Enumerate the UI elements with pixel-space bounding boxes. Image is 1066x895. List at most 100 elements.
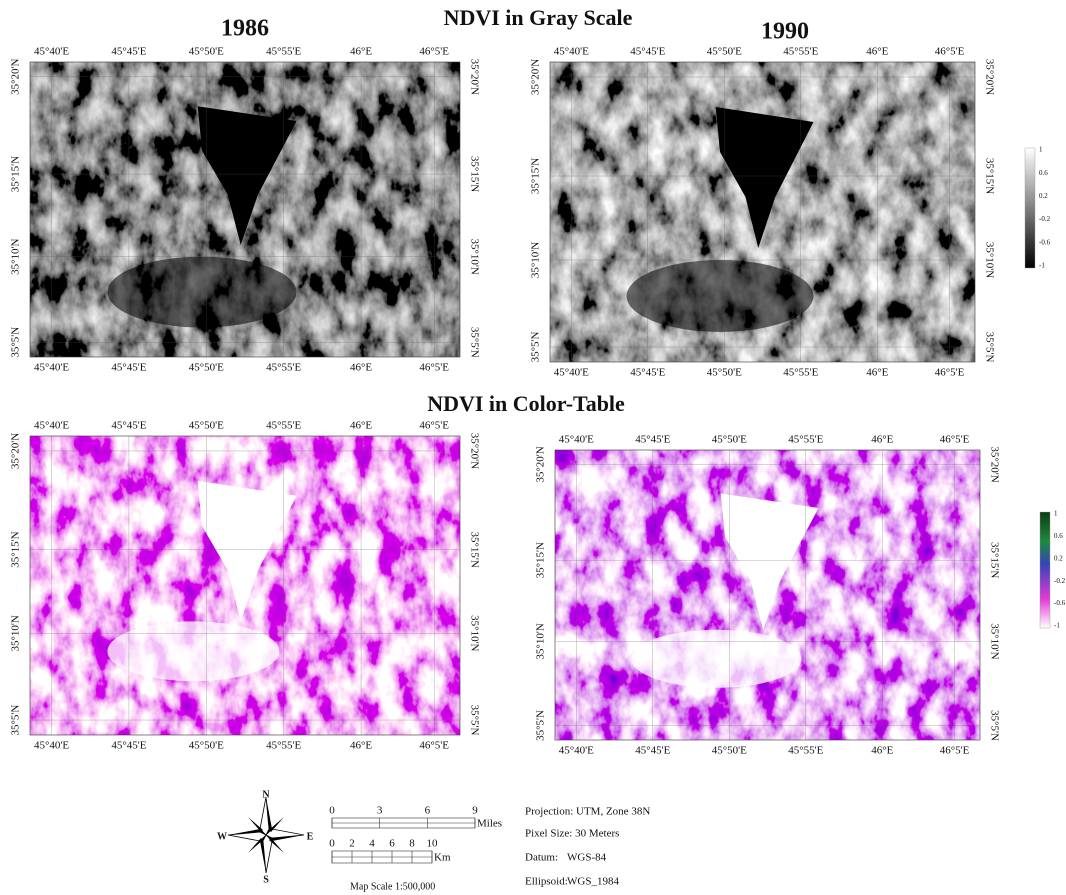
- longitude-label: 45°45'E: [630, 46, 665, 58]
- latitude-label: 35°15'N: [988, 542, 1000, 578]
- latitude-label: 35°5'N: [983, 332, 995, 363]
- latitude-label: 35°20'N: [988, 446, 1000, 482]
- longitude-label: 45°45'E: [111, 362, 146, 374]
- north-label: N: [262, 789, 270, 800]
- legend-label: -1: [1054, 622, 1060, 630]
- west-label: W: [217, 831, 227, 842]
- latitude-label: 35°5'N: [530, 332, 542, 363]
- latitude-label: 35°15'N: [983, 158, 995, 194]
- longitude-label: 45°40'E: [554, 46, 589, 58]
- scale-bar-label: 8: [409, 838, 415, 850]
- figure: N S E W Map Scale 1:500,000 Projection: …: [0, 0, 1066, 895]
- latitude-label: 35°15'N: [10, 531, 22, 567]
- latitude-label: 35°10'N: [468, 239, 480, 275]
- longitude-label: 45°40'E: [559, 434, 594, 446]
- legend-label: -0.2: [1039, 215, 1051, 223]
- projection: Projection: UTM, Zone 38N: [525, 806, 650, 818]
- legend-bar: [1040, 512, 1050, 628]
- low-ndvi-area: [107, 257, 296, 328]
- low-ndvi-area: [627, 260, 814, 332]
- latitude-label: 35°15'N: [468, 156, 480, 192]
- longitude-label: 45°40'E: [34, 46, 69, 58]
- longitude-label: 45°55'E: [783, 46, 818, 58]
- latitude-label: 35°15'N: [535, 542, 547, 578]
- legend-label: 0.2: [1039, 192, 1048, 200]
- latitude-label: 35°5'N: [535, 710, 547, 741]
- latitude-label: 35°20'N: [983, 59, 995, 95]
- legend-label: 0.6: [1039, 169, 1048, 177]
- scale-bar-label: 6: [425, 805, 431, 817]
- longitude-label: 45°55'E: [266, 740, 301, 752]
- legend-bar: [1025, 148, 1035, 268]
- longitude-label: 45°45'E: [630, 367, 665, 379]
- latitude-label: 35°5'N: [10, 327, 22, 358]
- section-title: NDVI in Color-Table: [427, 391, 625, 416]
- map-panel: 45°40'E45°40'E45°45'E45°45'E45°50'E45°50…: [10, 46, 481, 374]
- latitude-label: 35°20'N: [468, 59, 480, 95]
- datum-value: WGS-84: [567, 852, 607, 864]
- longitude-label: 45°55'E: [783, 367, 818, 379]
- latitude-label: 35°10'N: [530, 242, 542, 278]
- longitude-label: 46°5'E: [935, 367, 965, 379]
- scale-bar-label: 6: [389, 838, 395, 850]
- datum-label: Datum:: [525, 852, 558, 864]
- longitude-label: 45°55'E: [266, 420, 301, 432]
- longitude-label: 45°50'E: [707, 367, 742, 379]
- scale-bar-label: 4: [369, 838, 375, 850]
- latitude-label: 35°10'N: [988, 623, 1000, 659]
- longitude-label: 46°E: [866, 46, 888, 58]
- section-title: NDVI in Gray Scale: [444, 5, 633, 30]
- latitude-label: 35°20'N: [535, 446, 547, 482]
- longitude-label: 45°45'E: [111, 740, 146, 752]
- longitude-label: 46°E: [350, 362, 372, 374]
- low-ndvi-area: [107, 621, 279, 681]
- longitude-label: 46°E: [350, 46, 372, 58]
- latitude-label: 35°20'N: [10, 433, 22, 469]
- longitude-label: 45°40'E: [34, 740, 69, 752]
- legend-label: 0.2: [1054, 554, 1063, 562]
- longitude-label: 45°50'E: [189, 420, 224, 432]
- latitude-label: 35°10'N: [10, 615, 22, 651]
- year-label: 1986: [221, 16, 269, 42]
- longitude-label: 46°E: [871, 434, 893, 446]
- ellipsoid-label: Ellipsoid:: [525, 876, 568, 888]
- scale-bar-label: 9: [472, 805, 478, 817]
- longitude-label: 45°50'E: [189, 740, 224, 752]
- longitude-label: 45°40'E: [34, 420, 69, 432]
- latitude-label: 35°20'N: [468, 433, 480, 469]
- latitude-label: 35°5'N: [468, 327, 480, 358]
- latitude-label: 35°20'N: [530, 59, 542, 95]
- longitude-label: 45°45'E: [111, 46, 146, 58]
- scale-bar-label: 2: [349, 838, 355, 850]
- longitude-label: 46°5'E: [419, 46, 449, 58]
- legend-label: 0.6: [1054, 532, 1063, 540]
- latitude-label: 35°5'N: [988, 710, 1000, 741]
- longitude-label: 45°50'E: [712, 434, 747, 446]
- latitude-label: 35°5'N: [468, 705, 480, 736]
- east-label: E: [307, 831, 314, 842]
- scale-bar-unit: Miles: [477, 818, 502, 830]
- longitude-label: 46°5'E: [935, 46, 965, 58]
- longitude-label: 45°50'E: [189, 46, 224, 58]
- longitude-label: 46°5'E: [419, 362, 449, 374]
- low-ndvi-area: [632, 630, 802, 688]
- scale-bar-label: 0: [329, 838, 335, 850]
- longitude-label: 45°55'E: [266, 362, 301, 374]
- latitude-label: 35°10'N: [10, 238, 22, 274]
- longitude-label: 45°40'E: [554, 367, 589, 379]
- legend-label: 1: [1054, 510, 1058, 518]
- longitude-label: 45°40'E: [34, 362, 69, 374]
- latitude-label: 35°10'N: [468, 615, 480, 651]
- ellipsoid-value: WGS_1984: [567, 876, 619, 888]
- longitude-label: 46°5'E: [419, 740, 449, 752]
- legend-label: -0.6: [1039, 238, 1051, 246]
- longitude-label: 45°45'E: [635, 434, 670, 446]
- longitude-label: 45°50'E: [712, 745, 747, 757]
- longitude-label: 45°55'E: [266, 46, 301, 58]
- map-panel: 45°40'E45°40'E45°45'E45°45'E45°50'E45°50…: [535, 434, 1001, 757]
- latitude-label: 35°20'N: [10, 59, 22, 95]
- longitude-label: 45°50'E: [707, 46, 742, 58]
- legend-label: 1: [1039, 146, 1043, 154]
- legend-label: -0.6: [1054, 599, 1066, 607]
- pixel-size: Pixel Size: 30 Meters: [525, 828, 619, 840]
